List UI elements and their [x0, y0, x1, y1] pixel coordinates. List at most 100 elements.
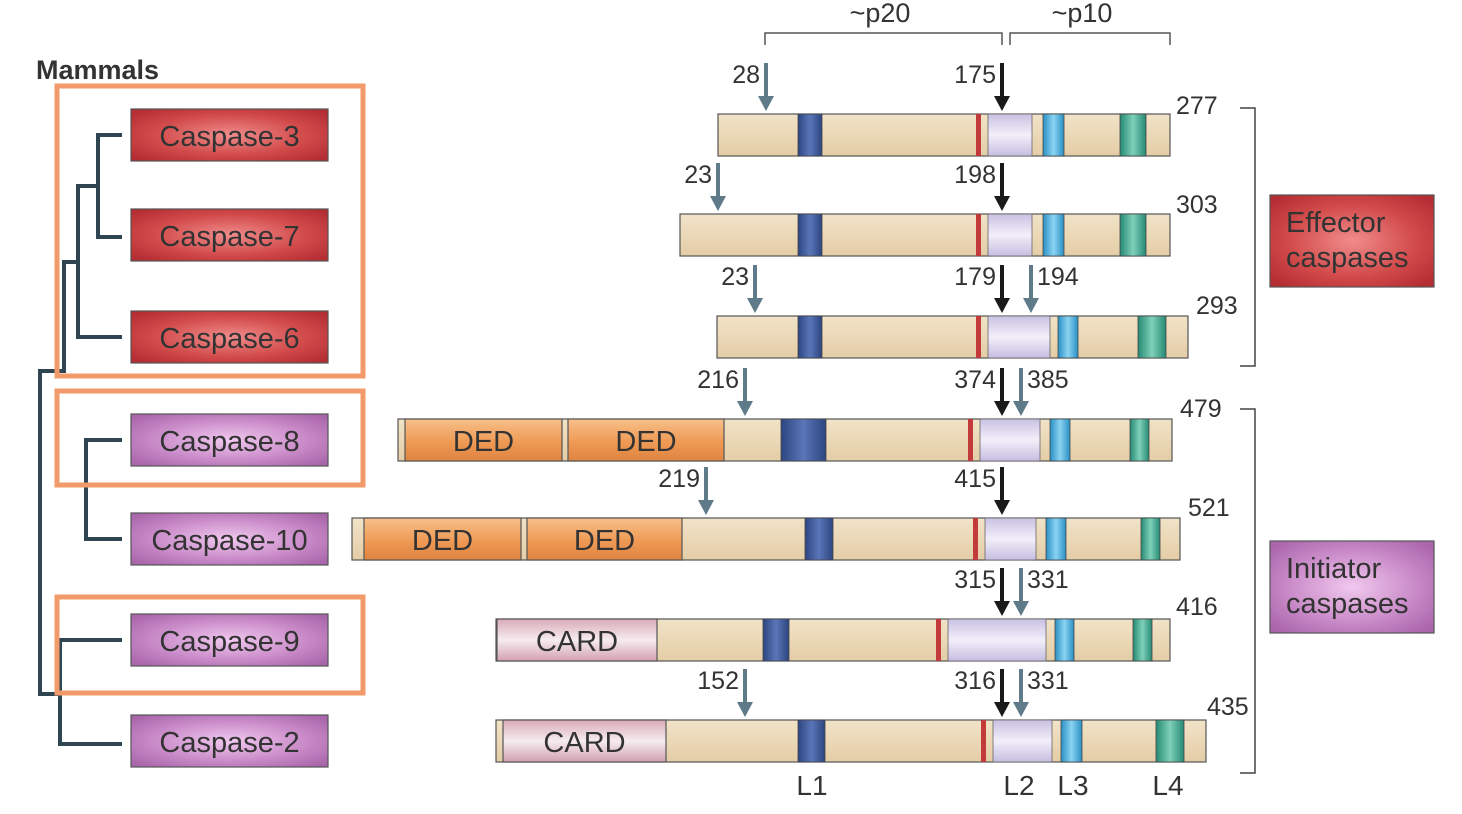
caspase-name-box: [130, 208, 329, 262]
cleavage-arrow-head: [710, 196, 726, 211]
linker-segment: [987, 213, 1033, 257]
tree-branch: [96, 133, 122, 239]
linker-segment: [979, 418, 1041, 462]
loop-label: L1: [796, 770, 827, 801]
cleavage-arrow: 316: [954, 667, 1010, 717]
loop-2-segment: [976, 114, 981, 156]
loop-1-segment: [762, 618, 790, 662]
loop-1-segment: [797, 213, 823, 257]
cleavage-site-label: 216: [697, 366, 739, 394]
cleavage-site-label: 316: [954, 667, 996, 695]
cleavage-arrow: 331: [1013, 667, 1069, 717]
loop-1-segment: [797, 315, 823, 359]
caspase-name-box: [130, 413, 329, 467]
card-domain-label: CARD: [536, 626, 618, 658]
cleavage-arrow: 28: [732, 61, 774, 111]
loop-3-segment: [1049, 418, 1071, 462]
cleavage-site-label: 152: [697, 667, 739, 695]
domain-bar-c7: 303: [679, 191, 1218, 257]
linker-segment: [992, 719, 1053, 763]
ded-domain-label: DED: [412, 525, 473, 557]
effector-legend-line-2: caspases: [1286, 242, 1409, 274]
loop-1-segment: [797, 113, 823, 157]
domain-bar-c8: DED DED 479: [397, 395, 1222, 462]
caspase-name-box: [130, 714, 329, 768]
domain-bar-c3: 277: [717, 92, 1218, 157]
sequence-length: 416: [1176, 593, 1218, 621]
ded-domain: [404, 418, 563, 462]
loop-label: L4: [1152, 770, 1183, 801]
cleavage-arrow: 152: [697, 667, 753, 717]
protein-body: [679, 213, 1171, 257]
caspase-name-box: [130, 613, 329, 667]
ded-domain: [526, 517, 683, 561]
linker-segment: [987, 315, 1051, 359]
cleavage-arrow-head: [737, 702, 753, 717]
cleavage-arrow-head: [994, 196, 1010, 211]
cleavage-arrow: 219: [658, 465, 714, 515]
cleavage-arrow: 315: [954, 566, 1010, 616]
initiator-legend-line-1: Initiator: [1286, 553, 1381, 585]
caspase-name: Caspase-9: [159, 626, 299, 658]
caspase-label-c8: Caspase-8: [130, 413, 329, 467]
loop-3-segment: [1054, 618, 1075, 662]
cleavage-site-label: 194: [1037, 263, 1079, 291]
domain-bar-c9: CARD 416: [495, 593, 1218, 662]
cleavage-site-label: 179: [954, 263, 996, 291]
cleavage-arrow-head: [1013, 702, 1029, 717]
phylogenetic-tree: [38, 133, 122, 746]
cleavage-arrow-head: [994, 401, 1010, 416]
loop-2-segment: [976, 214, 981, 256]
caspase-name: Caspase-3: [159, 121, 299, 153]
cleavage-site-label: 23: [721, 263, 749, 291]
cleavage-arrow: 415: [954, 465, 1010, 515]
tree-branch: [84, 438, 122, 541]
cleavage-arrow: 23: [684, 161, 726, 211]
loop-4-segment: [1140, 517, 1161, 561]
initiator-legend-box: [1269, 540, 1435, 634]
ded-domain-label: DED: [615, 426, 676, 458]
loop-2-segment: [968, 419, 973, 461]
caspase-label-c7: Caspase-7: [130, 208, 329, 262]
loop-2-segment: [976, 316, 981, 358]
cleavage-arrow-head: [1013, 601, 1029, 616]
cleavage-arrow: 198: [954, 161, 1010, 211]
loop-label: L2: [1003, 770, 1034, 801]
sequence-length: 521: [1188, 494, 1230, 522]
cleavage-arrow-head: [994, 298, 1010, 313]
sequence-length: 293: [1196, 292, 1238, 320]
cleavage-site-label: 219: [658, 465, 700, 493]
subunit-brackets: ~p20 ~p10: [764, 0, 1171, 45]
domain-bar-c10: DED DED 521: [351, 494, 1230, 561]
initiator-legend-line-2: caspases: [1286, 588, 1409, 620]
loop-4-segment: [1137, 315, 1167, 359]
cleavage-arrow: 175: [954, 61, 1010, 111]
cleavage-site-label: 198: [954, 161, 996, 189]
domain-bars: 277 303 293 DED DED 479 DED DED 521 CARD 416 CARD 43…: [351, 92, 1249, 763]
cleavage-site-label: 374: [954, 366, 996, 394]
ded-domain: [363, 517, 522, 561]
loop-1-segment: [780, 418, 827, 462]
sequence-length: 435: [1207, 693, 1249, 721]
sequence-length: 303: [1176, 191, 1218, 219]
linker-segment: [987, 113, 1033, 157]
caspase-name-box: [130, 310, 329, 364]
mammals-heading: Mammals: [36, 55, 159, 85]
highlight-boxes: [54, 83, 366, 696]
cleavage-arrow: 23: [721, 263, 763, 313]
protein-body: [717, 113, 1171, 157]
caspase-name-list: Caspase-3 Caspase-7 Caspase-6 Caspase-8 Casp…: [130, 108, 329, 768]
cleavage-site-label: 175: [954, 61, 996, 89]
highlight-box: [54, 83, 366, 379]
loop-2-segment: [936, 619, 941, 661]
caspase-name: Caspase-8: [159, 426, 299, 458]
loop-4-segment: [1132, 618, 1153, 662]
loop-3-segment: [1057, 315, 1079, 359]
p10-bracket: [1009, 32, 1171, 45]
cleavage-site-label: 331: [1027, 566, 1069, 594]
cleavage-arrows: 28 175 23 198 23 179 194 216 374 385 219 415 315 331 1…: [658, 61, 1079, 717]
